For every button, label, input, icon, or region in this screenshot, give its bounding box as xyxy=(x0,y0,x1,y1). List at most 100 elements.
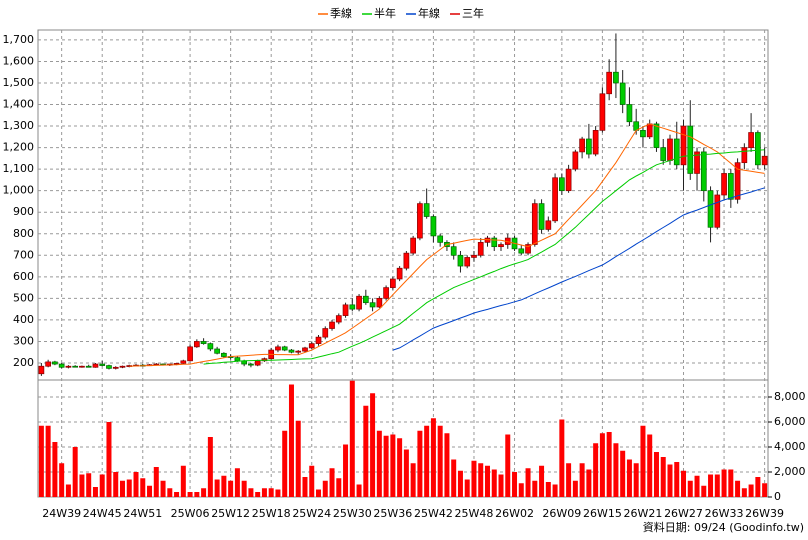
candle-body xyxy=(187,346,193,362)
volume-bar xyxy=(397,438,403,497)
x-tick-label: 24W39 xyxy=(42,507,81,520)
volume-bar xyxy=(762,483,768,497)
candle-body xyxy=(437,235,444,243)
volume-bar xyxy=(735,480,741,497)
x-tick-label: 25W18 xyxy=(252,507,291,520)
y2-tick-label: 0 xyxy=(774,490,781,503)
volume-bar xyxy=(376,430,382,497)
volume-bar xyxy=(174,492,180,497)
volume-bar xyxy=(593,443,599,497)
volume-bar xyxy=(606,432,612,497)
volume-bar xyxy=(721,469,727,497)
volume-bar xyxy=(160,480,166,497)
volume-bar xyxy=(255,492,261,497)
candle-body xyxy=(390,278,396,288)
candle-body xyxy=(491,237,498,248)
moving-average-line xyxy=(392,187,765,351)
candle-body xyxy=(288,349,295,353)
candle-body xyxy=(275,346,281,351)
candle-body xyxy=(707,190,714,228)
volume-bar xyxy=(52,442,58,497)
volume-bar xyxy=(444,433,450,497)
volume-bar xyxy=(559,419,565,497)
candle-body xyxy=(498,244,504,248)
candle-body xyxy=(315,336,322,344)
x-tick-label: 26W15 xyxy=(583,507,622,520)
volume-bar xyxy=(424,425,430,497)
legend-label: 半年 xyxy=(374,6,396,20)
candle-body xyxy=(477,242,484,256)
volume-bar xyxy=(234,468,240,497)
x-tick-label: 26W09 xyxy=(542,507,581,520)
volume-bar xyxy=(140,478,146,497)
candle-body xyxy=(308,343,315,349)
volume-bar xyxy=(201,488,207,497)
candle-body xyxy=(660,147,667,161)
volume-bar xyxy=(532,480,538,497)
volume-bar xyxy=(694,475,700,497)
candle-body xyxy=(383,287,389,299)
candle-body xyxy=(545,220,552,230)
candle-body xyxy=(65,365,72,368)
candle-body xyxy=(180,360,187,364)
volume-bar xyxy=(268,488,274,497)
volume-bar xyxy=(579,463,585,497)
candle-body xyxy=(52,361,58,365)
candle-body xyxy=(38,365,45,375)
volume-bar xyxy=(626,459,632,497)
candle-body xyxy=(356,295,362,310)
volume-bar xyxy=(491,469,497,497)
volume-bar xyxy=(363,405,369,497)
volume-bar xyxy=(512,472,518,497)
candle-body xyxy=(599,93,606,131)
volume-bar xyxy=(221,475,227,497)
volume-bar xyxy=(241,480,247,497)
volume-bar xyxy=(329,468,335,497)
y-tick-label: 1,100 xyxy=(3,162,35,175)
volume-bar xyxy=(633,463,639,497)
volume-bar xyxy=(457,470,463,497)
y-tick-label: 600 xyxy=(13,270,34,283)
volume-bar xyxy=(99,474,105,497)
candle-body xyxy=(221,352,227,357)
plot-frame xyxy=(37,29,769,498)
candle-body xyxy=(721,173,727,196)
volume-bar xyxy=(566,463,572,497)
candle-body xyxy=(234,357,241,362)
footer: 資料日期: 09/24 (Goodinfo.tw) xyxy=(643,520,804,534)
volume-bar xyxy=(586,469,592,497)
candle-body xyxy=(254,360,261,366)
volume-bar xyxy=(681,470,687,497)
volume-bar xyxy=(417,430,423,497)
candle-body xyxy=(680,125,687,166)
candle-body xyxy=(761,155,768,166)
candle-body xyxy=(626,104,633,123)
volume-bar xyxy=(261,488,267,497)
volume-bar xyxy=(478,463,484,497)
volume-bar xyxy=(430,418,436,497)
volume-bar xyxy=(613,443,619,497)
candle-body xyxy=(694,151,700,174)
candle-body xyxy=(565,168,572,192)
candle-body xyxy=(464,257,471,267)
candle-body xyxy=(748,132,754,148)
volume-bar xyxy=(748,484,754,497)
candle-body xyxy=(531,203,538,245)
candle-body xyxy=(92,363,99,368)
volume-bar xyxy=(38,425,44,497)
candle-body xyxy=(653,123,660,148)
volume-bar xyxy=(755,477,761,497)
volume-bar xyxy=(437,425,443,497)
candle-body xyxy=(538,203,545,230)
candle-body xyxy=(471,254,477,258)
volume-bar xyxy=(660,457,666,497)
y-tick-label: 1,400 xyxy=(3,98,35,111)
y-tick-label: 700 xyxy=(13,248,34,261)
volume-bar xyxy=(390,434,396,497)
candle-body xyxy=(579,138,585,153)
candle-body xyxy=(700,151,707,192)
volume-bar xyxy=(383,435,389,497)
x-tick-label: 25W24 xyxy=(292,507,331,520)
volume-bar xyxy=(207,437,213,497)
volume-bar xyxy=(356,484,362,497)
